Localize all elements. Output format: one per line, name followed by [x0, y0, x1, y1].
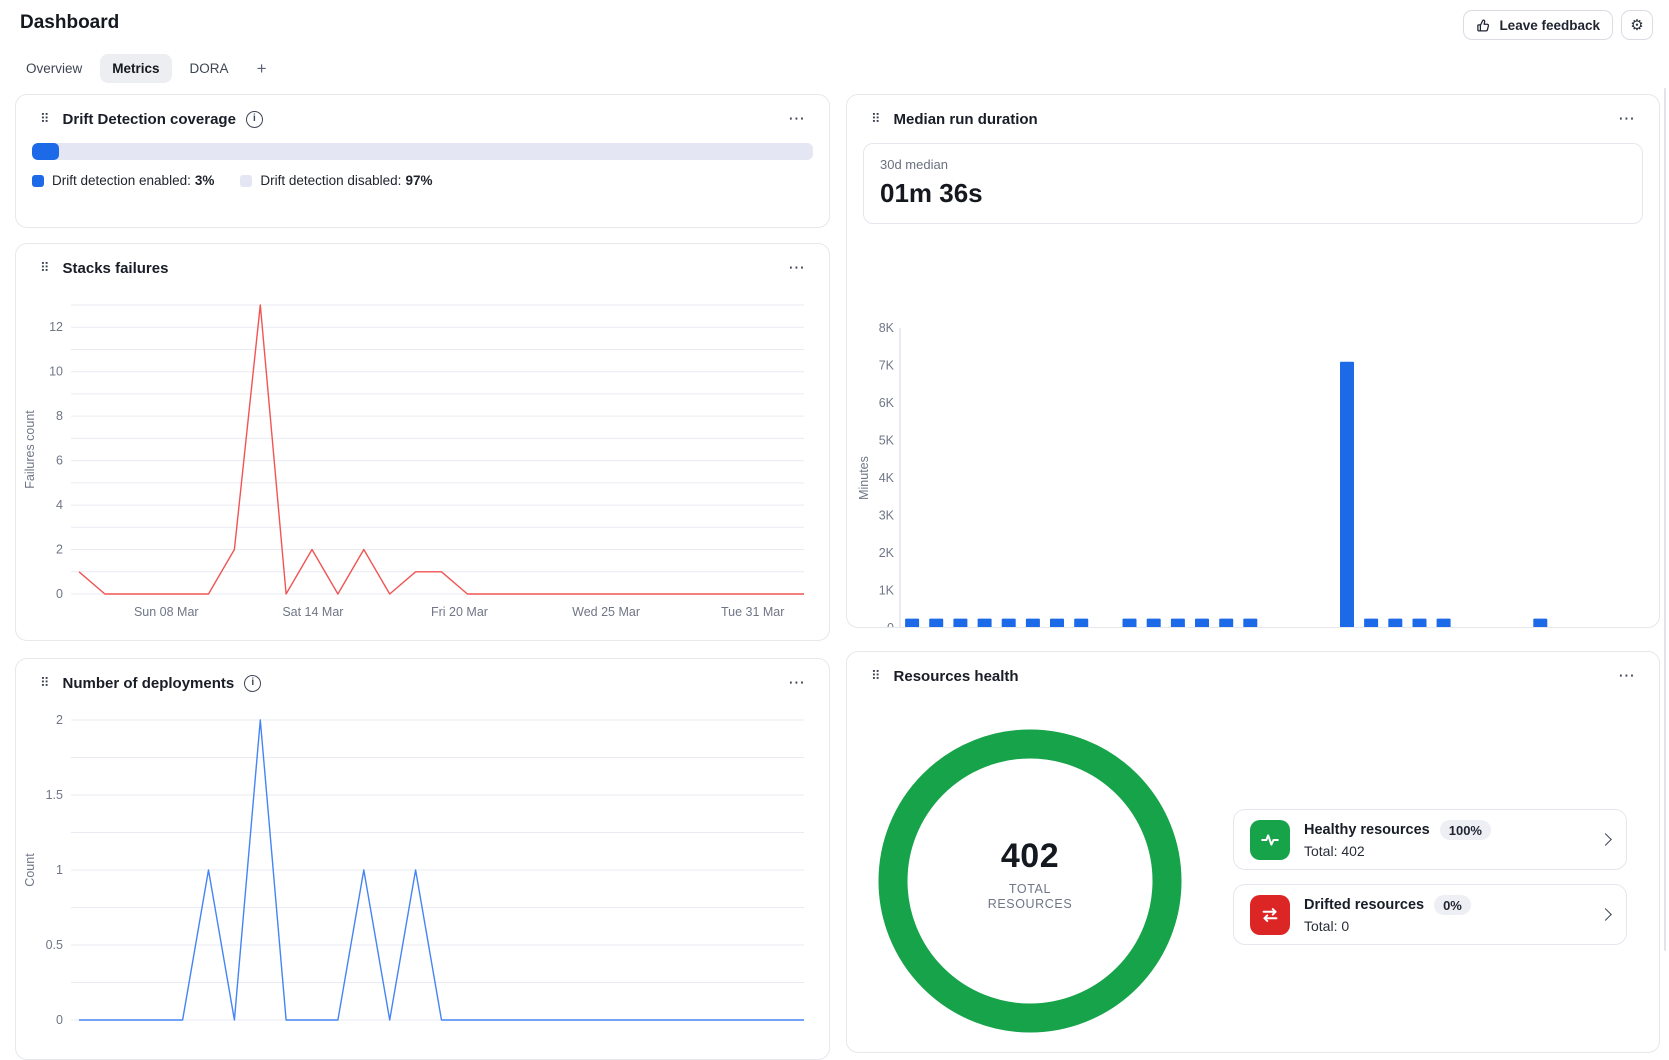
card-stacks-failures: ⠿ Stacks failures ⋯ 0 2 4 6 8 10 12 Failures co…: [15, 243, 830, 641]
resource-total: Total: 402: [1304, 843, 1365, 859]
svg-text:3K: 3K: [879, 509, 895, 523]
card-median-run-duration: ⠿ Median run duration ⋯ 30d median 01m 3…: [846, 94, 1660, 628]
svg-text:2K: 2K: [879, 546, 895, 560]
deployments-chart: 2 1.5 1 0.5 0 Count: [23, 713, 804, 1027]
legend-label: Drift detection disabled:: [260, 173, 402, 188]
thumbs-up-icon: [1476, 18, 1491, 33]
svg-text:Fri 20 Mar: Fri 20 Mar: [431, 605, 488, 619]
card-drift-coverage: ⠿ Drift Detection coverage ⋯ Drift detec…: [15, 94, 830, 228]
settings-button[interactable]: ⚙: [1621, 10, 1653, 40]
tab-overview[interactable]: Overview: [14, 54, 94, 83]
tab-dora[interactable]: DORA: [178, 54, 241, 83]
svg-text:0.5: 0.5: [46, 938, 63, 952]
svg-text:10: 10: [49, 365, 63, 379]
legend-value: 97%: [405, 173, 433, 188]
card-menu-button[interactable]: ⋯: [1618, 666, 1635, 687]
drift-arrows-icon: [1250, 894, 1290, 935]
card-title: Drift Detection coverage: [62, 111, 236, 128]
header-actions: Leave feedback ⚙: [1463, 10, 1653, 40]
legend-label: Drift detection enabled:: [52, 173, 191, 188]
svg-text:Count: Count: [23, 853, 37, 887]
drift-progress-bar: [32, 143, 813, 160]
card-deployments: ⠿ Number of deployments ⋯ 2 1.5 1 0.5 0 Count: [15, 658, 830, 1060]
scrollbar-track[interactable]: [1664, 88, 1666, 951]
svg-text:4K: 4K: [879, 471, 895, 485]
svg-text:0: 0: [56, 1013, 63, 1027]
info-icon[interactable]: [245, 111, 263, 128]
drag-handle-icon[interactable]: ⠿: [871, 669, 881, 684]
svg-text:2: 2: [56, 543, 63, 557]
card-title: Stacks failures: [62, 260, 169, 277]
dashboard-tabs: Overview Metrics DORA +: [0, 40, 1669, 83]
card-resources-health: ⠿ Resources health ⋯ 402 TOTAL RESOURCES…: [846, 651, 1660, 1053]
svg-text:Wed 25 Mar: Wed 25 Mar: [572, 605, 640, 619]
chevron-right-icon: [1599, 833, 1612, 846]
drag-handle-icon[interactable]: ⠿: [40, 261, 50, 276]
legend-swatch-disabled: [240, 174, 253, 187]
legend-swatch-enabled: [32, 174, 44, 187]
svg-text:7K: 7K: [879, 359, 895, 373]
resource-percent-badge: 100%: [1439, 820, 1491, 840]
legend-item-enabled: Drift detection enabled: 3%: [32, 173, 214, 188]
drag-handle-icon[interactable]: ⠿: [40, 112, 50, 127]
drag-handle-icon[interactable]: ⠿: [871, 112, 881, 127]
gear-icon: ⚙: [1630, 15, 1644, 34]
svg-text:Failures count: Failures count: [23, 410, 37, 489]
svg-text:2: 2: [56, 713, 63, 727]
card-menu-button[interactable]: ⋯: [1618, 109, 1635, 130]
resource-total: Total: 0: [1304, 918, 1350, 934]
card-menu-button[interactable]: ⋯: [788, 258, 805, 279]
svg-text:12: 12: [49, 320, 63, 334]
svg-text:5K: 5K: [879, 434, 895, 448]
svg-text:0: 0: [887, 621, 894, 628]
median-stat-panel: 30d median 01m 36s: [863, 143, 1643, 224]
resource-name: Drifted resources: [1304, 897, 1425, 913]
resource-name: Healthy resources: [1304, 822, 1430, 838]
donut-center-value: 402: [1000, 837, 1060, 875]
svg-text:Minutes: Minutes: [857, 456, 871, 500]
info-icon[interactable]: [244, 675, 262, 692]
drag-handle-icon[interactable]: ⠿: [40, 676, 50, 691]
card-title: Median run duration: [893, 111, 1038, 128]
card-menu-button[interactable]: ⋯: [788, 109, 805, 130]
add-tab-button[interactable]: +: [247, 55, 277, 83]
legend-value: 3%: [194, 173, 215, 188]
donut-center: 402 TOTAL RESOURCES: [930, 837, 1130, 912]
leave-feedback-button[interactable]: Leave feedback: [1463, 10, 1613, 40]
svg-text:6: 6: [56, 454, 63, 468]
top-bar: Dashboard Leave feedback ⚙: [0, 0, 1669, 40]
card-menu-button[interactable]: ⋯: [788, 673, 805, 694]
pulse-icon: [1250, 819, 1290, 860]
drift-progress-enabled: [32, 143, 59, 160]
svg-text:1: 1: [56, 863, 63, 877]
median-stat-label: 30d median: [880, 157, 948, 172]
svg-text:0: 0: [56, 587, 63, 601]
legend-item-disabled: Drift detection disabled: 97%: [240, 173, 432, 188]
widgets-board: ⠿ Drift Detection coverage ⋯ Drift detec…: [0, 0, 1669, 951]
svg-text:Sat 14 Mar: Sat 14 Mar: [282, 605, 343, 619]
svg-text:6K: 6K: [879, 396, 895, 410]
card-title: Resources health: [893, 668, 1019, 685]
resource-percent-badge: 0%: [1434, 895, 1471, 915]
svg-text:8: 8: [56, 409, 63, 423]
card-title: Number of deployments: [62, 675, 235, 692]
median-stat-value: 01m 36s: [880, 178, 983, 208]
resource-item-healthy[interactable]: Healthy resources 100% Total: 402: [1233, 809, 1627, 870]
svg-text:4: 4: [56, 498, 63, 512]
stacks-failures-chart: 0 2 4 6 8 10 12 Failures count Sun 08 Mar Sat 14 …: [23, 304, 804, 619]
page-title: Dashboard: [20, 12, 120, 33]
svg-text:Tue 31 Mar: Tue 31 Mar: [721, 605, 784, 619]
donut-center-label: TOTAL RESOURCES: [987, 882, 1073, 911]
svg-text:Sun 08 Mar: Sun 08 Mar: [134, 605, 199, 619]
svg-text:1.5: 1.5: [46, 788, 63, 802]
svg-text:8K: 8K: [879, 321, 895, 335]
svg-text:1K: 1K: [879, 584, 895, 598]
tab-metrics[interactable]: Metrics: [100, 54, 172, 83]
chevron-right-icon: [1599, 908, 1612, 921]
resource-item-drifted[interactable]: Drifted resources 0% Total: 0: [1233, 884, 1627, 945]
drift-legend: Drift detection enabled: 3% Drift detect…: [32, 173, 813, 188]
plus-icon: +: [256, 58, 267, 78]
leave-feedback-label: Leave feedback: [1499, 17, 1600, 33]
